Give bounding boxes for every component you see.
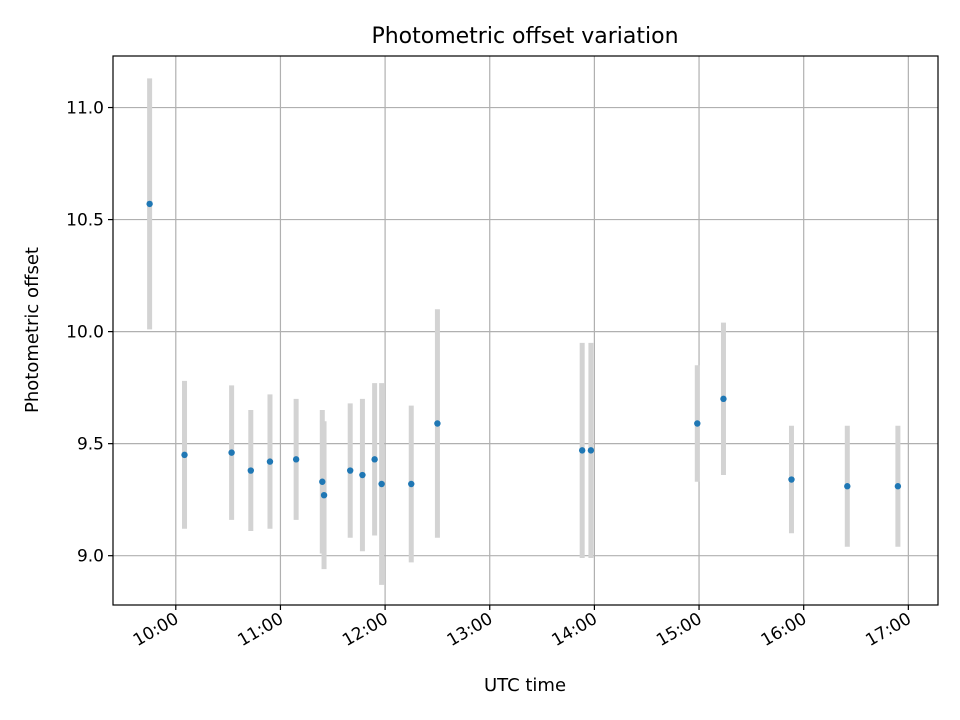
- data-point: [587, 447, 595, 454]
- y-tick-label: 10.5: [66, 211, 104, 231]
- data-point: [788, 476, 795, 483]
- data-point: [371, 456, 378, 463]
- data-point: [578, 447, 586, 454]
- data-point: [319, 478, 326, 485]
- y-tick-label: 10.0: [66, 323, 104, 343]
- data-point: [720, 395, 727, 403]
- data-point: [434, 420, 441, 427]
- data-point: [292, 456, 300, 463]
- grid-lines: [113, 56, 938, 605]
- chart-title: Photometric offset variation: [371, 24, 678, 49]
- data-point: [347, 467, 354, 474]
- data-point: [228, 449, 235, 456]
- x-axis-label: UTC time: [484, 675, 566, 696]
- y-axis-label: Photometric offset: [22, 247, 43, 413]
- data-point: [408, 480, 415, 488]
- data-point: [844, 483, 851, 490]
- data-points: [146, 200, 902, 499]
- data-point: [694, 420, 701, 427]
- data-point: [146, 200, 153, 208]
- y-tick-label: 9.0: [77, 547, 104, 567]
- y-tick-label: 11.0: [66, 99, 104, 119]
- plot-frame: [112, 55, 939, 606]
- data-point: [359, 471, 366, 479]
- data-point: [247, 467, 254, 474]
- data-point: [894, 483, 902, 490]
- data-point: [266, 458, 274, 465]
- data-point: [320, 492, 328, 499]
- y-tick-label: 9.5: [77, 435, 104, 455]
- data-point: [181, 451, 188, 459]
- data-point: [378, 480, 385, 488]
